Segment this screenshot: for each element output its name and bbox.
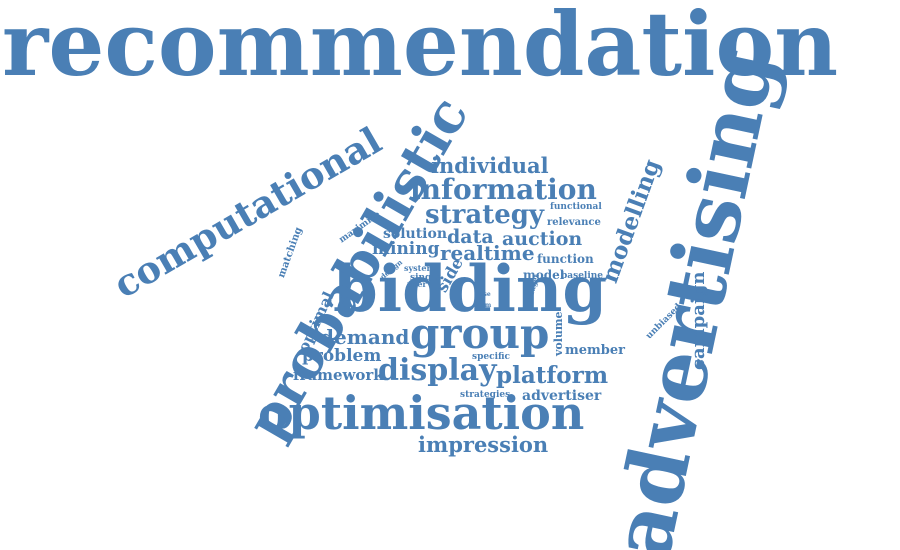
word-model: model xyxy=(523,268,565,282)
word-information: information xyxy=(410,173,597,206)
word-baseline: baseline xyxy=(561,271,604,281)
word-advertiser: advertiser xyxy=(522,388,602,404)
word-campaign: campaign xyxy=(688,271,709,370)
word-problem: problem xyxy=(302,346,382,366)
word-data: data xyxy=(447,226,494,248)
word-user: user xyxy=(407,279,427,289)
word-strategies: strategies xyxy=(460,390,511,400)
word-auction: auction xyxy=(502,228,583,250)
word-optimisation: optimisation xyxy=(258,386,585,440)
word-impression: impression xyxy=(418,432,549,457)
word-function: function xyxy=(537,252,594,266)
word-bidding: bidding xyxy=(333,252,608,327)
word-solution: solution xyxy=(383,226,448,242)
word-realtime: realtime xyxy=(440,241,535,265)
word-single: single xyxy=(410,273,441,283)
word-functional: functional xyxy=(550,202,602,212)
word-matching: matching xyxy=(276,225,305,280)
word-platform: platform xyxy=(496,362,609,389)
word-group: group xyxy=(410,309,550,358)
word-system: system xyxy=(404,263,435,273)
word-individual: individual xyxy=(431,153,549,178)
word-relevance: relevance xyxy=(547,217,601,228)
word-volume: volume xyxy=(552,311,565,356)
word-item: item xyxy=(476,302,492,309)
word-member: member xyxy=(565,343,625,358)
word-recommendation: recommendation xyxy=(2,0,839,96)
word-specific: specific xyxy=(472,352,511,362)
word-strategy: strategy xyxy=(425,200,545,230)
word-mining: mining xyxy=(372,239,440,259)
word-case: case xyxy=(476,291,491,298)
word-framework: framework xyxy=(293,366,384,384)
word-demand: demand xyxy=(320,325,410,349)
word-display: display xyxy=(378,353,497,388)
